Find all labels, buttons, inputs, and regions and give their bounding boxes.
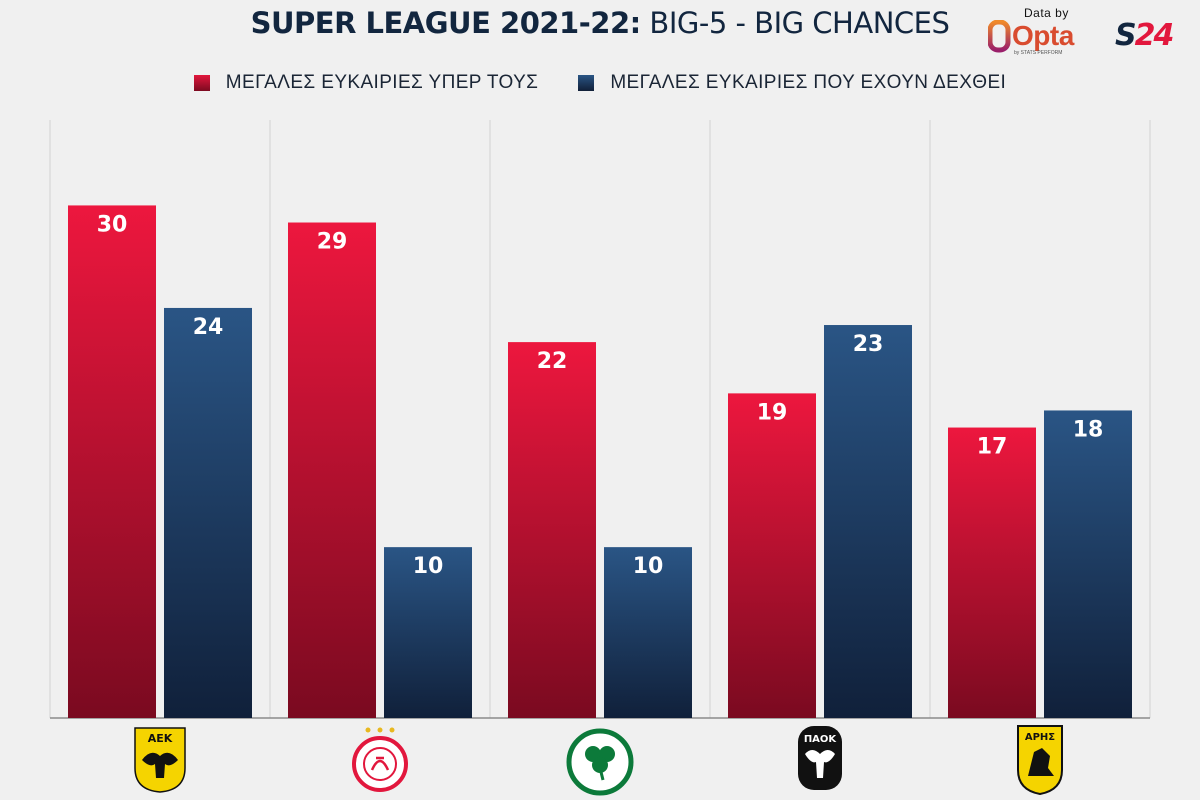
data-label-against: 23 <box>853 332 884 357</box>
data-label-for: 29 <box>317 230 348 255</box>
opta-wordmark: Opta <box>1012 20 1074 51</box>
bars <box>68 205 1132 718</box>
aek-crest-text: ΑΕΚ <box>148 732 173 745</box>
aris-crest-icon: ΑΡΗΣ <box>1017 725 1063 796</box>
data-label-against: 10 <box>633 554 664 579</box>
paok-eagle <box>805 750 835 778</box>
title-rest: BIG-5 - BIG CHANCES <box>640 6 950 40</box>
data-label-for: 17 <box>977 435 1008 460</box>
s24-number: 24 <box>1134 18 1175 53</box>
legend-item-against: ΜΕΓΑΛΕΣ ΕΥΚΑΙΡΙΕΣ ΠΟΥ ΕΧΟΥΝ ΔΕΧΘΕΙ <box>578 72 1006 94</box>
oly-star <box>377 727 383 733</box>
legend-item-for: ΜΕΓΑΛΕΣ ΕΥΚΑΙΡΙΕΣ ΥΠΕΡ ΤΟΥΣ <box>193 72 539 94</box>
legend-swatch-for <box>193 75 210 91</box>
s24-s: S <box>1115 18 1137 53</box>
bar-for <box>948 427 1036 718</box>
bar-against <box>604 547 692 718</box>
pao-leaf <box>592 757 608 773</box>
bar-for <box>68 205 156 718</box>
bar-for <box>288 222 376 718</box>
title-bold: SUPER LEAGUE 2021-22: <box>250 6 642 40</box>
data-label-against: 10 <box>413 554 444 579</box>
opta-subtitle: by STATS PERFORM <box>1014 50 1063 56</box>
paok-crest-text: ΠΑΟΚ <box>804 734 838 745</box>
bar-against <box>164 307 252 718</box>
aris-crest-text: ΑΡΗΣ <box>1025 732 1055 743</box>
opta-mark-icon <box>988 20 1011 53</box>
opta-logo: Data by Opta by STATS PERFORM <box>984 6 1102 58</box>
aris-figure <box>1028 748 1054 776</box>
legend-label-against: ΜΕΓΑΛΕΣ ΕΥΚΑΙΡΙΕΣ ΠΟΥ ΕΧΟΥΝ ΔΕΧΘΕΙ <box>610 72 1007 93</box>
oly-star <box>389 727 395 733</box>
data-labels: 30 24 29 10 22 10 19 23 17 18 <box>97 212 1104 579</box>
bar-against <box>824 325 912 718</box>
data-label-against: 18 <box>1073 417 1104 442</box>
legend-swatch-against <box>578 75 595 91</box>
paok-crest-icon: ΠΑΟΚ <box>798 726 842 790</box>
legend-label-for: ΜΕΓΑΛΕΣ ΕΥΚΑΙΡΙΕΣ ΥΠΕΡ ΤΟΥΣ <box>225 72 539 93</box>
bar-for <box>508 342 596 718</box>
olympiacos-crest-icon <box>352 727 408 792</box>
team-logos: ΑΕΚ ΠΑΟΚ ΑΡΗΣ <box>134 725 1063 796</box>
oly-head <box>370 756 390 771</box>
data-label-for: 30 <box>97 212 128 237</box>
aek-eagle <box>142 752 178 778</box>
pao-stem <box>598 767 605 781</box>
oly-ring <box>352 736 408 792</box>
bar-against <box>384 547 472 718</box>
bar-for <box>728 393 816 718</box>
legend: ΜΕΓΑΛΕΣ ΕΥΚΑΙΡΙΕΣ ΥΠΕΡ ΤΟΥΣ ΜΕΓΑΛΕΣ ΕΥΚΑ… <box>0 72 1200 94</box>
oly-star <box>365 727 371 733</box>
aek-crest-icon: ΑΕΚ <box>134 727 186 793</box>
oly-inner <box>363 747 397 781</box>
data-by-label: Data by <box>1024 6 1069 20</box>
s24-logo: S24 <box>1115 18 1175 53</box>
data-label-against: 24 <box>193 315 224 340</box>
data-label-for: 19 <box>757 400 788 425</box>
panathinaikos-crest-icon <box>566 728 634 796</box>
bar-against <box>1044 410 1132 718</box>
data-label-for: 22 <box>537 349 568 374</box>
chart-title: SUPER LEAGUE 2021-22: BIG-5 - BIG CHANCE… <box>0 6 1200 40</box>
